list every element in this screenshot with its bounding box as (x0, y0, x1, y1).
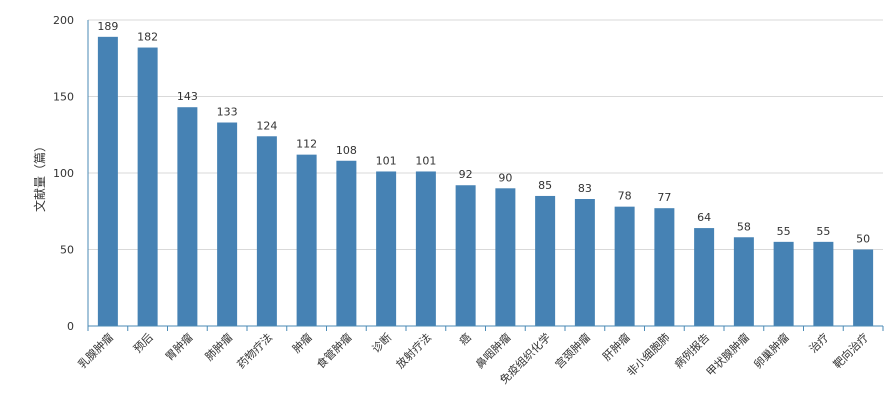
bars (97, 36, 874, 327)
data-label: 64 (697, 211, 711, 224)
x-tick-label: 治疗 (806, 330, 831, 355)
data-label: 112 (296, 138, 317, 151)
x-tick-label: 鼻咽肿瘤 (472, 330, 513, 371)
data-label: 124 (256, 119, 277, 132)
bar[interactable] (813, 241, 834, 326)
x-tick-label: 乳腺肿瘤 (75, 330, 116, 371)
bar[interactable] (415, 171, 436, 326)
axes (87, 20, 884, 331)
grid-lines (88, 19, 883, 250)
bar[interactable] (535, 195, 556, 326)
x-tick-label: 病例报告 (671, 330, 712, 371)
bar[interactable] (773, 241, 794, 326)
y-tick-label: 150 (53, 91, 74, 104)
data-label: 50 (856, 233, 870, 246)
data-label: 85 (538, 179, 552, 192)
x-tick-label: 肝肿瘤 (600, 330, 633, 363)
bar[interactable] (733, 237, 754, 326)
bar[interactable] (137, 47, 158, 326)
data-label: 101 (376, 154, 397, 167)
x-tick-label: 肿瘤 (289, 330, 314, 355)
data-label: 101 (415, 154, 436, 167)
x-tick-label: 癌 (456, 330, 474, 348)
x-tick-label: 非小细胞肺 (624, 331, 672, 379)
bar[interactable] (296, 154, 317, 326)
bar[interactable] (336, 160, 357, 326)
data-label: 58 (737, 220, 751, 233)
bar[interactable] (694, 228, 715, 326)
data-label: 55 (816, 225, 830, 238)
x-tick-label: 预后 (131, 331, 156, 356)
y-tick-label: 50 (60, 244, 74, 257)
bar[interactable] (574, 199, 595, 326)
data-label: 90 (498, 171, 512, 184)
bar[interactable] (495, 188, 516, 326)
bar[interactable] (853, 249, 874, 327)
y-tick-label: 200 (53, 14, 74, 27)
y-axis-title: 文献量（篇） (32, 140, 47, 212)
x-tick-label: 药物疗法 (234, 330, 275, 371)
data-label: 92 (459, 168, 473, 181)
bar[interactable] (614, 206, 635, 326)
data-label: 83 (578, 182, 592, 195)
bar[interactable] (654, 208, 675, 326)
bar[interactable] (256, 136, 277, 326)
data-label: 78 (618, 190, 632, 203)
x-tick-label: 放射疗法 (393, 330, 434, 371)
bar[interactable] (97, 36, 118, 326)
x-tick-label: 食管肿瘤 (313, 330, 354, 371)
bar[interactable] (376, 171, 397, 326)
bar[interactable] (455, 185, 476, 326)
bar[interactable] (217, 122, 238, 326)
data-label: 189 (97, 20, 118, 33)
x-tick-label: 肺肿瘤 (202, 330, 235, 363)
x-tick-label: 胃肿瘤 (162, 330, 195, 363)
x-tick-label: 卵巢肿瘤 (751, 330, 792, 371)
x-tick-label: 宫颈肿瘤 (552, 330, 593, 371)
y-tick-label: 0 (67, 320, 74, 333)
data-label: 77 (657, 191, 671, 204)
bar[interactable] (177, 107, 198, 327)
data-label: 108 (336, 144, 357, 157)
data-label: 55 (777, 225, 791, 238)
data-label: 143 (177, 90, 198, 103)
data-label: 133 (217, 106, 238, 119)
x-tick-label: 靶向治疗 (830, 330, 871, 371)
x-tick-label: 甲状腺肿瘤 (703, 330, 752, 379)
y-tick-label: 100 (53, 167, 74, 180)
data-label: 182 (137, 31, 158, 44)
x-tick-label: 诊断 (369, 330, 394, 355)
